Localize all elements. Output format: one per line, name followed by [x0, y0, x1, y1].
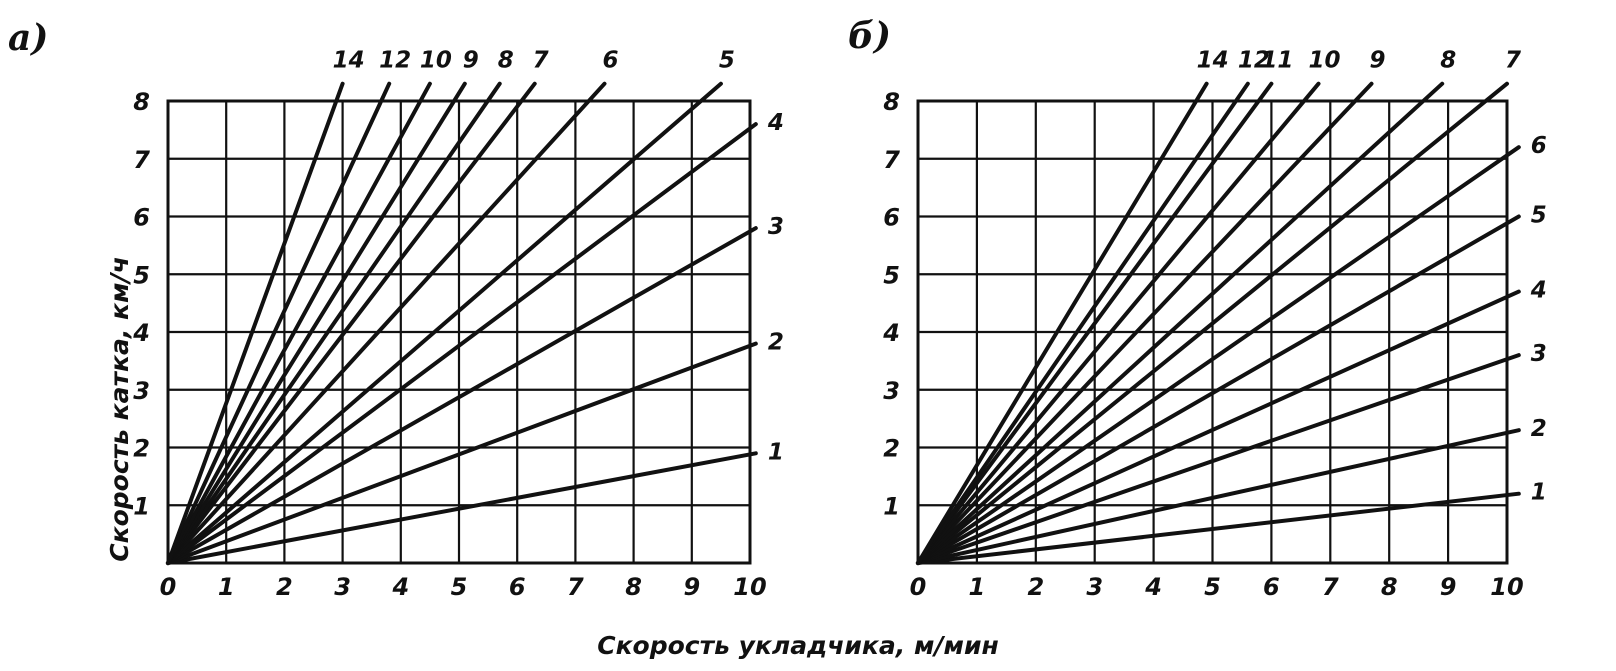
- series-label-4: 4: [1530, 278, 1547, 304]
- series-line-6: [916, 145, 1521, 565]
- series-label-5: 5: [1531, 203, 1547, 229]
- x-tick-label: 4: [391, 573, 409, 601]
- series-label-7: 7: [533, 48, 549, 74]
- series-line-14: [166, 81, 345, 565]
- x-tick-label: 8: [1381, 573, 1398, 601]
- series-label-1: 1: [768, 439, 784, 465]
- series-line-10: [166, 81, 432, 565]
- x-tick-label: 7: [1322, 573, 1339, 601]
- series-label-10: 10: [420, 48, 452, 74]
- x-tick-label: 7: [567, 573, 584, 601]
- series-line-7: [916, 81, 1509, 565]
- y-tick-label: 3: [883, 377, 900, 405]
- series-line-4: [166, 122, 758, 565]
- series-line-1: [166, 451, 758, 565]
- x-tick-label: 5: [451, 573, 468, 601]
- panel-label: a): [8, 17, 48, 59]
- series-line-5: [916, 214, 1521, 565]
- x-tick-label: 8: [625, 573, 642, 601]
- x-tick-label: 3: [334, 573, 351, 601]
- plot-frame: [166, 99, 752, 565]
- series-label-6: 6: [1531, 133, 1547, 159]
- y-tick-label: 4: [132, 319, 150, 347]
- y-tick-label: 2: [133, 435, 150, 463]
- series-label-5: 5: [719, 48, 735, 74]
- series-line-3: [166, 226, 758, 565]
- x-tick-label: 2: [276, 573, 293, 601]
- y-tick-label: 8: [133, 88, 150, 116]
- series-line-4: [916, 289, 1521, 565]
- series-label-9: 9: [1370, 48, 1386, 74]
- series-line-8: [166, 81, 502, 565]
- series-line-10: [916, 81, 1321, 565]
- series-label-9: 9: [463, 48, 479, 74]
- series-line-11: [916, 81, 1274, 565]
- series-label-3: 3: [768, 214, 784, 240]
- series-line-9: [916, 81, 1374, 565]
- series-line-12: [166, 81, 392, 565]
- y-tick-label: 5: [133, 261, 150, 289]
- series-line-1: [916, 491, 1521, 565]
- y-tick-label: 7: [883, 146, 900, 174]
- x-tick-label: 6: [1263, 573, 1280, 601]
- series-label-7: 7: [1505, 48, 1521, 74]
- series-line-3: [916, 353, 1521, 565]
- x-tick-label: 10: [733, 573, 766, 601]
- series-label-8: 8: [1440, 48, 1456, 74]
- y-tick-label: 6: [133, 204, 150, 232]
- series-line-6: [166, 81, 607, 565]
- x-tick-label: 5: [1204, 573, 1221, 601]
- series-label-12: 12: [1238, 48, 1270, 74]
- x-tick-label: 1: [969, 573, 986, 601]
- series-line-2: [916, 428, 1521, 565]
- y-tick-label: 5: [883, 261, 900, 289]
- series-line-8: [916, 81, 1445, 565]
- series-label-14: 14: [1197, 48, 1229, 74]
- panel-label: б): [848, 15, 891, 57]
- x-tick-label: 9: [1440, 573, 1457, 601]
- series-line-5: [166, 81, 723, 565]
- series-line-9: [166, 81, 467, 565]
- series-line-7: [166, 81, 537, 565]
- series-label-1: 1: [1531, 480, 1547, 506]
- x-tick-label: 2: [1027, 573, 1044, 601]
- x-tick-label: 0: [910, 573, 927, 601]
- series-label-8: 8: [498, 48, 514, 74]
- y-tick-label: 7: [133, 146, 150, 174]
- plot-frame: [916, 99, 1509, 565]
- x-tick-label: 3: [1086, 573, 1103, 601]
- series-label-4: 4: [767, 110, 784, 136]
- x-tick-label: 1: [218, 573, 235, 601]
- series-label-14: 14: [333, 48, 365, 74]
- y-axis-title: Скорость катка, км/ч: [105, 256, 134, 561]
- series-label-2: 2: [768, 330, 784, 356]
- series-label-6: 6: [602, 48, 618, 74]
- x-tick-label: 4: [1144, 573, 1162, 601]
- series-line-2: [166, 341, 758, 565]
- series-line-12: [916, 81, 1250, 565]
- series-label-2: 2: [1531, 416, 1547, 442]
- x-axis-title: Скорость укладчика, м/мин: [597, 631, 999, 660]
- series-line-14: [916, 81, 1209, 565]
- series-label-12: 12: [379, 48, 411, 74]
- y-tick-label: 1: [883, 492, 900, 520]
- y-tick-label: 4: [882, 319, 900, 347]
- series-label-3: 3: [1531, 341, 1547, 367]
- series-label-10: 10: [1309, 48, 1341, 74]
- y-tick-label: 1: [133, 492, 150, 520]
- y-tick-label: 6: [883, 204, 900, 232]
- y-tick-label: 2: [883, 435, 900, 463]
- x-tick-label: 0: [160, 573, 177, 601]
- y-tick-label: 3: [133, 377, 150, 405]
- x-tick-label: 9: [683, 573, 700, 601]
- y-tick-label: 8: [883, 88, 900, 116]
- series-label-11: 11: [1261, 48, 1293, 74]
- x-tick-label: 6: [509, 573, 526, 601]
- x-tick-label: 10: [1490, 573, 1523, 601]
